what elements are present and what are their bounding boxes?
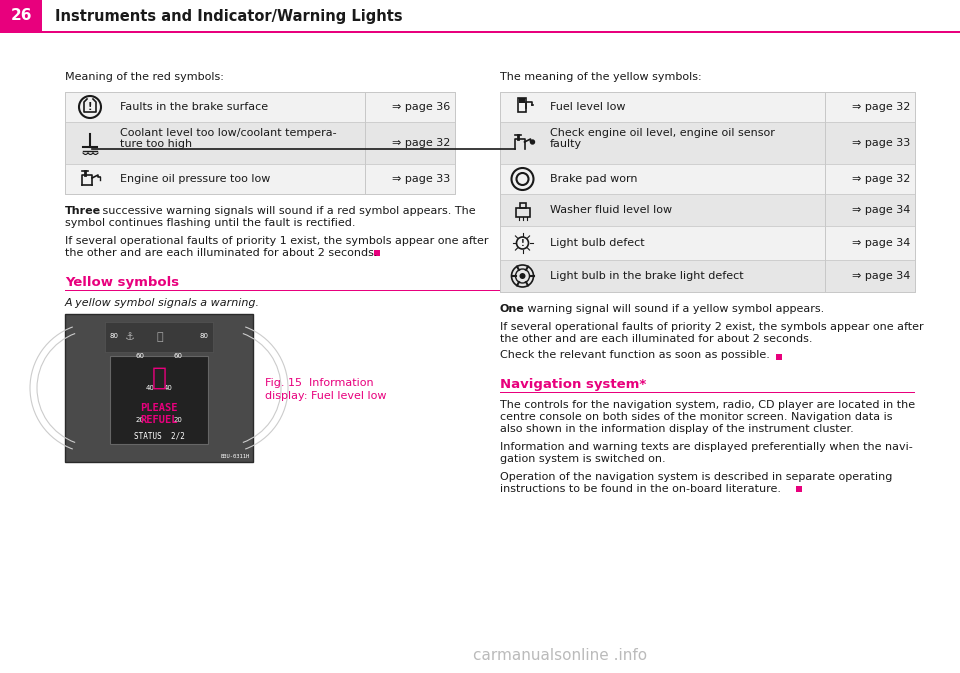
Text: Operation of the navigation system is described in separate operating: Operation of the navigation system is de… bbox=[500, 472, 893, 482]
Bar bbox=[500, 260, 915, 292]
Bar bbox=[500, 92, 915, 292]
Text: ⇒ page 34: ⇒ page 34 bbox=[852, 238, 910, 248]
Text: display: Fuel level low: display: Fuel level low bbox=[265, 391, 387, 401]
Bar bbox=[105, 322, 213, 352]
Bar bbox=[500, 392, 915, 393]
Bar bbox=[500, 122, 915, 164]
Bar bbox=[0, 0, 42, 32]
Text: Instruments and Indicator/Warning Lights: Instruments and Indicator/Warning Lights bbox=[55, 9, 402, 24]
Bar bbox=[65, 92, 455, 122]
Text: ⚓: ⚓ bbox=[125, 332, 135, 342]
Bar bbox=[65, 290, 520, 291]
Text: 80: 80 bbox=[200, 333, 208, 339]
Text: Fig. 15  Information: Fig. 15 Information bbox=[265, 378, 373, 388]
Text: ⇒ page 32: ⇒ page 32 bbox=[852, 174, 910, 184]
Bar bbox=[500, 194, 915, 226]
Bar bbox=[517, 98, 525, 112]
Text: Light bulb in the brake light defect: Light bulb in the brake light defect bbox=[550, 271, 744, 281]
Text: 20: 20 bbox=[174, 417, 182, 423]
Text: Coolant level too low/coolant tempera-: Coolant level too low/coolant tempera- bbox=[120, 128, 337, 138]
Text: Check engine oil level, engine oil sensor: Check engine oil level, engine oil senso… bbox=[550, 128, 775, 138]
Text: STATUS  2/2: STATUS 2/2 bbox=[133, 431, 184, 441]
Bar bbox=[0, 31, 960, 32]
Text: instructions to be found in the on-board literature.: instructions to be found in the on-board… bbox=[500, 484, 781, 494]
Text: 40: 40 bbox=[146, 385, 155, 391]
Text: 26: 26 bbox=[11, 9, 32, 24]
Text: Fuel level low: Fuel level low bbox=[550, 102, 626, 112]
Text: The controls for the navigation system, radio, CD player are located in the: The controls for the navigation system, … bbox=[500, 400, 915, 410]
Text: warning signal will sound if a yellow symbol appears.: warning signal will sound if a yellow sy… bbox=[524, 304, 825, 314]
Text: Brake pad worn: Brake pad worn bbox=[550, 174, 637, 184]
Text: ⇒ page 33: ⇒ page 33 bbox=[392, 174, 450, 184]
Text: ture too high: ture too high bbox=[120, 139, 192, 149]
Text: ⇒ page 32: ⇒ page 32 bbox=[852, 102, 910, 112]
Text: Navigation system*: Navigation system* bbox=[500, 378, 646, 391]
Text: centre console on both sides of the monitor screen. Navigation data is: centre console on both sides of the moni… bbox=[500, 412, 893, 422]
Text: Information and warning texts are displayed preferentially when the navi-: Information and warning texts are displa… bbox=[500, 442, 913, 452]
Text: Washer fluid level low: Washer fluid level low bbox=[550, 205, 672, 215]
Bar bbox=[110, 356, 208, 444]
Text: B3U-0311H: B3U-0311H bbox=[221, 454, 250, 459]
Text: 40: 40 bbox=[163, 385, 173, 391]
Text: ⇒ page 36: ⇒ page 36 bbox=[392, 102, 450, 112]
Bar bbox=[516, 208, 530, 217]
Text: REFUEL: REFUEL bbox=[140, 415, 178, 425]
Text: 60: 60 bbox=[174, 353, 182, 359]
Text: ⇒ page 34: ⇒ page 34 bbox=[852, 205, 910, 215]
Text: Yellow symbols: Yellow symbols bbox=[65, 276, 180, 289]
Bar bbox=[65, 122, 455, 164]
Bar bbox=[65, 164, 455, 194]
Text: the other and are each illuminated for about 2 seconds.: the other and are each illuminated for a… bbox=[500, 334, 812, 344]
Text: successive warning signals will sound if a red symbol appears. The: successive warning signals will sound if… bbox=[99, 206, 475, 216]
Circle shape bbox=[531, 140, 535, 144]
Circle shape bbox=[519, 273, 525, 279]
Bar bbox=[518, 98, 524, 103]
Text: 60: 60 bbox=[135, 353, 145, 359]
Bar bbox=[519, 203, 525, 208]
Text: ⇒ page 33: ⇒ page 33 bbox=[852, 138, 910, 148]
Text: !: ! bbox=[87, 102, 92, 112]
Text: the other and are each illuminated for about 2 seconds.: the other and are each illuminated for a… bbox=[65, 248, 377, 258]
Text: ⛽: ⛽ bbox=[152, 366, 166, 390]
Text: ⇒ page 34: ⇒ page 34 bbox=[852, 271, 910, 281]
Text: carmanualsonline .info: carmanualsonline .info bbox=[473, 647, 647, 662]
Text: Meaning of the red symbols:: Meaning of the red symbols: bbox=[65, 72, 224, 82]
Text: gation system is switched on.: gation system is switched on. bbox=[500, 454, 665, 464]
Bar bbox=[65, 92, 455, 194]
Text: symbol continues flashing until the fault is rectified.: symbol continues flashing until the faul… bbox=[65, 218, 355, 228]
Bar bbox=[374, 250, 380, 256]
Bar bbox=[500, 164, 915, 194]
Text: One: One bbox=[500, 304, 525, 314]
Text: Check the relevant function as soon as possible.: Check the relevant function as soon as p… bbox=[500, 350, 770, 360]
Bar bbox=[500, 226, 915, 260]
Text: PLEASE: PLEASE bbox=[140, 403, 178, 413]
Bar bbox=[500, 92, 915, 122]
Text: Light bulb defect: Light bulb defect bbox=[550, 238, 644, 248]
Bar bbox=[776, 354, 782, 360]
Text: also shown in the information display of the instrument cluster.: also shown in the information display of… bbox=[500, 424, 853, 434]
Text: ⛽: ⛽ bbox=[156, 332, 163, 342]
Text: 20: 20 bbox=[135, 417, 145, 423]
Text: !: ! bbox=[520, 238, 524, 248]
Text: Engine oil pressure too low: Engine oil pressure too low bbox=[120, 174, 271, 184]
Bar bbox=[796, 486, 802, 492]
Text: faulty: faulty bbox=[550, 139, 582, 149]
Text: A yellow symbol signals a warning.: A yellow symbol signals a warning. bbox=[65, 298, 260, 308]
Text: If several operational faults of priority 1 exist, the symbols appear one after: If several operational faults of priorit… bbox=[65, 236, 489, 246]
Text: The meaning of the yellow symbols:: The meaning of the yellow symbols: bbox=[500, 72, 702, 82]
Bar bbox=[65, 314, 253, 462]
Text: If several operational faults of priority 2 exist, the symbols appear one after: If several operational faults of priorit… bbox=[500, 322, 924, 332]
Text: Three: Three bbox=[65, 206, 101, 216]
Text: ⇒ page 32: ⇒ page 32 bbox=[392, 138, 450, 148]
Text: 80: 80 bbox=[109, 333, 118, 339]
Text: Faults in the brake surface: Faults in the brake surface bbox=[120, 102, 268, 112]
